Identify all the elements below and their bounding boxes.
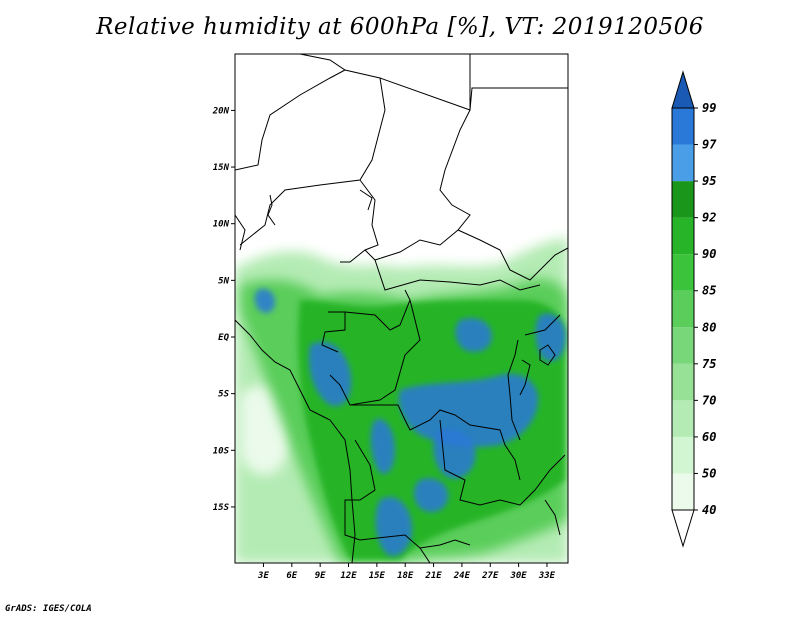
lon-tick-label: 9E: [315, 571, 326, 581]
lon-tick-label: 15E: [369, 571, 386, 581]
colorbar-segment: [672, 108, 694, 145]
colorbar-segment: [672, 363, 694, 401]
colorbar-outline: [671, 107, 695, 511]
colorbar-label: 97: [702, 138, 717, 152]
colorbar-label: 85: [702, 284, 716, 298]
lon-tick-label: 27E: [481, 571, 499, 581]
colorbar-segment: [672, 400, 694, 437]
colorbar-segment: [672, 327, 694, 364]
humidity-field: [235, 238, 568, 563]
humidity-area-saturated-8: [455, 318, 492, 352]
humidity-area-saturated-9: [414, 478, 449, 513]
colorbar-label: 99: [702, 101, 716, 115]
colorbar-label: 92: [702, 211, 716, 225]
lon-tick-label: 18E: [397, 571, 414, 581]
colorbar-label: 80: [702, 320, 716, 334]
humidity-area-saturated-1: [308, 341, 352, 406]
lat-tick-label: 5N: [218, 276, 229, 286]
lon-tick-label: 6E: [286, 571, 297, 581]
country-borders: [235, 54, 568, 563]
lon-tick-label: 3E: [257, 571, 269, 581]
map-frame: [234, 53, 569, 564]
humidity-area-saturated-2: [398, 373, 539, 447]
lat-tick-label: EQ: [218, 333, 229, 343]
colorbar-segment: [672, 217, 694, 255]
colorbar: 40 50 60 70 75 80 85 90 92 95 97 99: [671, 70, 717, 548]
colorbar-segment: [672, 254, 694, 291]
colorbar-label: 75: [702, 357, 716, 371]
colorbar-segment: [672, 144, 694, 182]
chart-title: Relative humidity at 600hPa [%], VT: 201…: [96, 14, 704, 40]
lon-tick-label: 24E: [453, 571, 471, 581]
humidity-area-saturated-3: [370, 419, 395, 474]
colorbar-label: 90: [702, 247, 716, 261]
colorbar-label: 40: [702, 503, 716, 517]
colorbar-label: 70: [702, 393, 716, 407]
lat-tick-label: 10N: [213, 220, 230, 230]
lat-tick-label: 15N: [213, 163, 230, 173]
latitude-axis: 20N 15N 10N 5N EQ 5S 10S 15S: [212, 106, 235, 513]
lon-tick-label: 21E: [424, 571, 442, 581]
lat-tick-label: 10S: [213, 446, 230, 456]
colorbar-upper-arrow: [671, 70, 695, 109]
colorbar-segment: [672, 436, 694, 474]
colorbar-label: 50: [702, 466, 716, 480]
longitude-axis: 3E 6E 9E 12E 15E 18E 21E 24E 27E 30E 33E: [257, 563, 556, 581]
humidity-area-saturated-5: [433, 429, 476, 479]
lon-tick-label: 33E: [538, 571, 556, 581]
lat-tick-label: 15S: [213, 503, 230, 513]
humidity-area-saturated-4: [375, 496, 413, 556]
lon-tick-label: 12E: [340, 571, 357, 581]
colorbar-label: 95: [702, 174, 716, 188]
colorbar-segment: [672, 181, 694, 218]
humidity-area-saturated-7: [254, 288, 275, 313]
colorbar-lower-arrow: [671, 509, 695, 548]
lat-tick-label: 20N: [212, 106, 230, 116]
humidity-area-saturated-6: [535, 313, 566, 362]
colorbar-label: 60: [702, 430, 716, 444]
footer-credit: GrADS: IGES/COLA: [5, 604, 92, 614]
lon-tick-label: 30E: [509, 571, 527, 581]
colorbar-segment: [672, 290, 694, 328]
colorbar-segment: [672, 473, 694, 510]
lat-tick-label: 5S: [218, 390, 229, 400]
